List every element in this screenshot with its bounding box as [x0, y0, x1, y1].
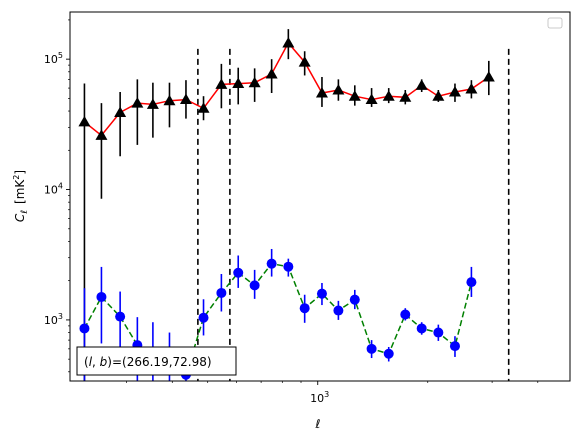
series-0	[78, 29, 495, 381]
series-1-point-0	[79, 323, 90, 334]
series-0-point-8	[215, 78, 228, 89]
series-0-point-20	[415, 79, 428, 90]
series-0-point-5	[163, 94, 176, 106]
series-1-point-10	[249, 280, 260, 291]
plot-content	[78, 29, 510, 381]
series-1-point-9	[233, 267, 244, 278]
series-0-point-1	[95, 129, 108, 140]
legend-box	[547, 17, 563, 29]
series-0-point-7	[197, 102, 210, 113]
series-1-point-19	[400, 309, 411, 320]
series-0-point-19	[399, 91, 412, 102]
series-1-point-23	[466, 277, 477, 288]
series-1-point-11	[266, 258, 277, 269]
series-1-point-16	[349, 294, 360, 305]
y-axis-label: Cℓ[mK2]	[12, 170, 30, 222]
series-0-point-21	[432, 90, 445, 101]
x-tick-label-0: 103	[310, 390, 329, 405]
series-1-point-7	[198, 312, 209, 323]
y-tick-label-2: 105	[44, 51, 63, 66]
series-0-point-18	[382, 90, 395, 101]
ticks: 103 104 105 103	[44, 19, 539, 405]
series-1-point-18	[383, 348, 394, 359]
coordinate-annotation: (l, b)=(266.19,72.98)	[76, 346, 237, 376]
series-0-point-3	[131, 97, 144, 108]
series-1-point-1	[96, 291, 107, 302]
series-0-point-16	[348, 90, 361, 101]
series-1-point-13	[299, 303, 310, 314]
series-1-point-2	[115, 311, 126, 322]
series-1-point-14	[316, 288, 327, 299]
series-1-point-22	[449, 341, 460, 352]
series-0-point-22	[448, 85, 461, 97]
y-tick-label-0: 103	[44, 312, 63, 327]
x-axis-label: ℓ	[315, 417, 321, 431]
series-0-point-6	[179, 93, 192, 105]
series-0-point-23	[465, 83, 478, 94]
series-0-point-17	[365, 93, 378, 105]
series-0-point-13	[298, 56, 311, 67]
series-1-point-15	[333, 305, 344, 316]
series-0-point-4	[146, 98, 159, 109]
series-0-point-24	[482, 70, 495, 82]
series-0-point-2	[114, 106, 127, 117]
series-1-point-12	[283, 261, 294, 272]
series-1-point-21	[433, 327, 444, 338]
y-tick-label-1: 104	[44, 182, 63, 197]
svg-text:(l, b)=(266.19,72.98): (l, b)=(266.19,72.98)	[84, 355, 212, 369]
series-0-line	[83, 41, 490, 137]
series-0-point-15	[332, 84, 345, 95]
series-1-point-17	[366, 343, 377, 354]
series-0-point-10	[248, 76, 261, 88]
series-0-point-14	[315, 87, 328, 98]
series-0-point-9	[232, 77, 245, 89]
series-0-point-12	[282, 37, 295, 48]
series-0-point-11	[265, 67, 278, 79]
series-1-point-8	[216, 287, 227, 298]
axes-frame	[69, 11, 571, 382]
series-1-point-20	[416, 323, 427, 334]
series-0-point-0	[78, 115, 91, 127]
